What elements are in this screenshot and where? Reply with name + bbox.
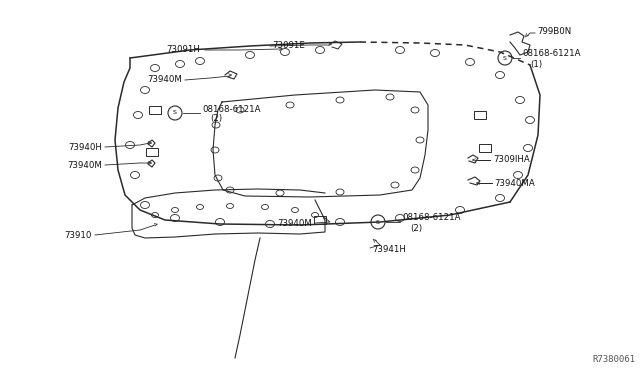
Text: 799B0N: 799B0N [537,28,572,36]
Text: 73940M: 73940M [147,76,182,84]
Text: 73091E: 73091E [272,42,305,51]
Bar [479,144,491,152]
Text: 73941H: 73941H [372,246,406,254]
Text: (2): (2) [410,224,422,232]
Text: 73940H: 73940H [68,142,102,151]
Bar [314,216,326,224]
Text: 08168-6121A: 08168-6121A [522,49,580,58]
Text: 08168-6121A: 08168-6121A [202,105,260,113]
Text: (2): (2) [210,115,222,124]
Bar [474,111,486,119]
Text: 73091H: 73091H [166,45,200,55]
Text: 08168-6121A: 08168-6121A [402,214,461,222]
Text: S: S [376,219,380,224]
Text: 73940M: 73940M [67,160,102,170]
Text: R7380061: R7380061 [592,355,635,364]
Bar [149,106,161,114]
Text: 73940M: 73940M [277,218,312,228]
Text: (1): (1) [530,60,542,68]
Text: 73910: 73910 [65,231,92,240]
Text: S: S [503,55,507,61]
Bar [146,148,158,156]
Text: S: S [173,110,177,115]
Text: 73940MA: 73940MA [494,179,535,187]
Text: 7309IHA: 7309IHA [493,155,530,164]
